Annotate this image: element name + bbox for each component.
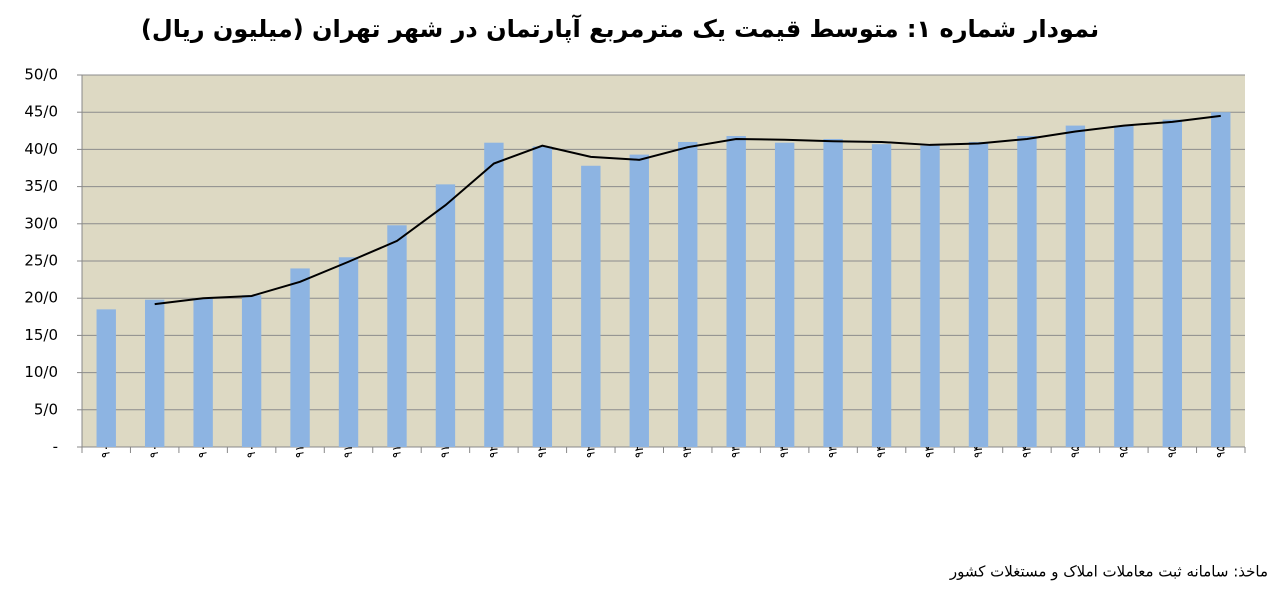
- bar: [1211, 112, 1231, 447]
- bar: [532, 146, 553, 447]
- y-tick-label: -: [53, 438, 58, 456]
- y-tick-label: 40/0: [24, 140, 58, 158]
- bar: [338, 257, 359, 447]
- bar: [920, 145, 940, 447]
- bar: [1114, 125, 1134, 447]
- source-note: ماخذ: سامانه ثبت معاملات املاک و مستغلات…: [949, 563, 1268, 581]
- bar: [1162, 119, 1183, 447]
- trend-line: [154, 114, 1221, 306]
- bar: [290, 268, 310, 447]
- y-tick-label: 25/0: [24, 252, 58, 270]
- y-tick-label: 35/0: [24, 177, 58, 195]
- bar: [968, 141, 989, 447]
- bar: [144, 299, 165, 447]
- bar: [241, 295, 262, 447]
- chart-title: نمودار شماره ۱: متوسط قیمت یک مترمربع آپ…: [141, 14, 1099, 43]
- y-tick-label: 30/0: [24, 214, 58, 232]
- y-tick-label: 5/0: [34, 400, 58, 418]
- y-tick-label: 10/0: [24, 363, 58, 381]
- bar: [96, 309, 116, 447]
- y-tick-label: 45/0: [24, 103, 58, 121]
- bar: [435, 184, 456, 448]
- bar: [387, 225, 407, 447]
- bar: [871, 144, 892, 447]
- y-tick-label: 20/0: [24, 289, 58, 307]
- bar: [629, 154, 649, 447]
- bar: [726, 136, 746, 447]
- bar: [1017, 136, 1037, 447]
- bar: [774, 142, 795, 448]
- bar: [193, 298, 213, 447]
- bar: [581, 165, 601, 447]
- bar: [823, 138, 843, 447]
- y-tick-label: 15/0: [24, 326, 58, 344]
- bar: [1065, 125, 1086, 447]
- y-tick-label: 50/0: [24, 66, 58, 84]
- bar: [678, 141, 698, 447]
- bar: [484, 142, 504, 448]
